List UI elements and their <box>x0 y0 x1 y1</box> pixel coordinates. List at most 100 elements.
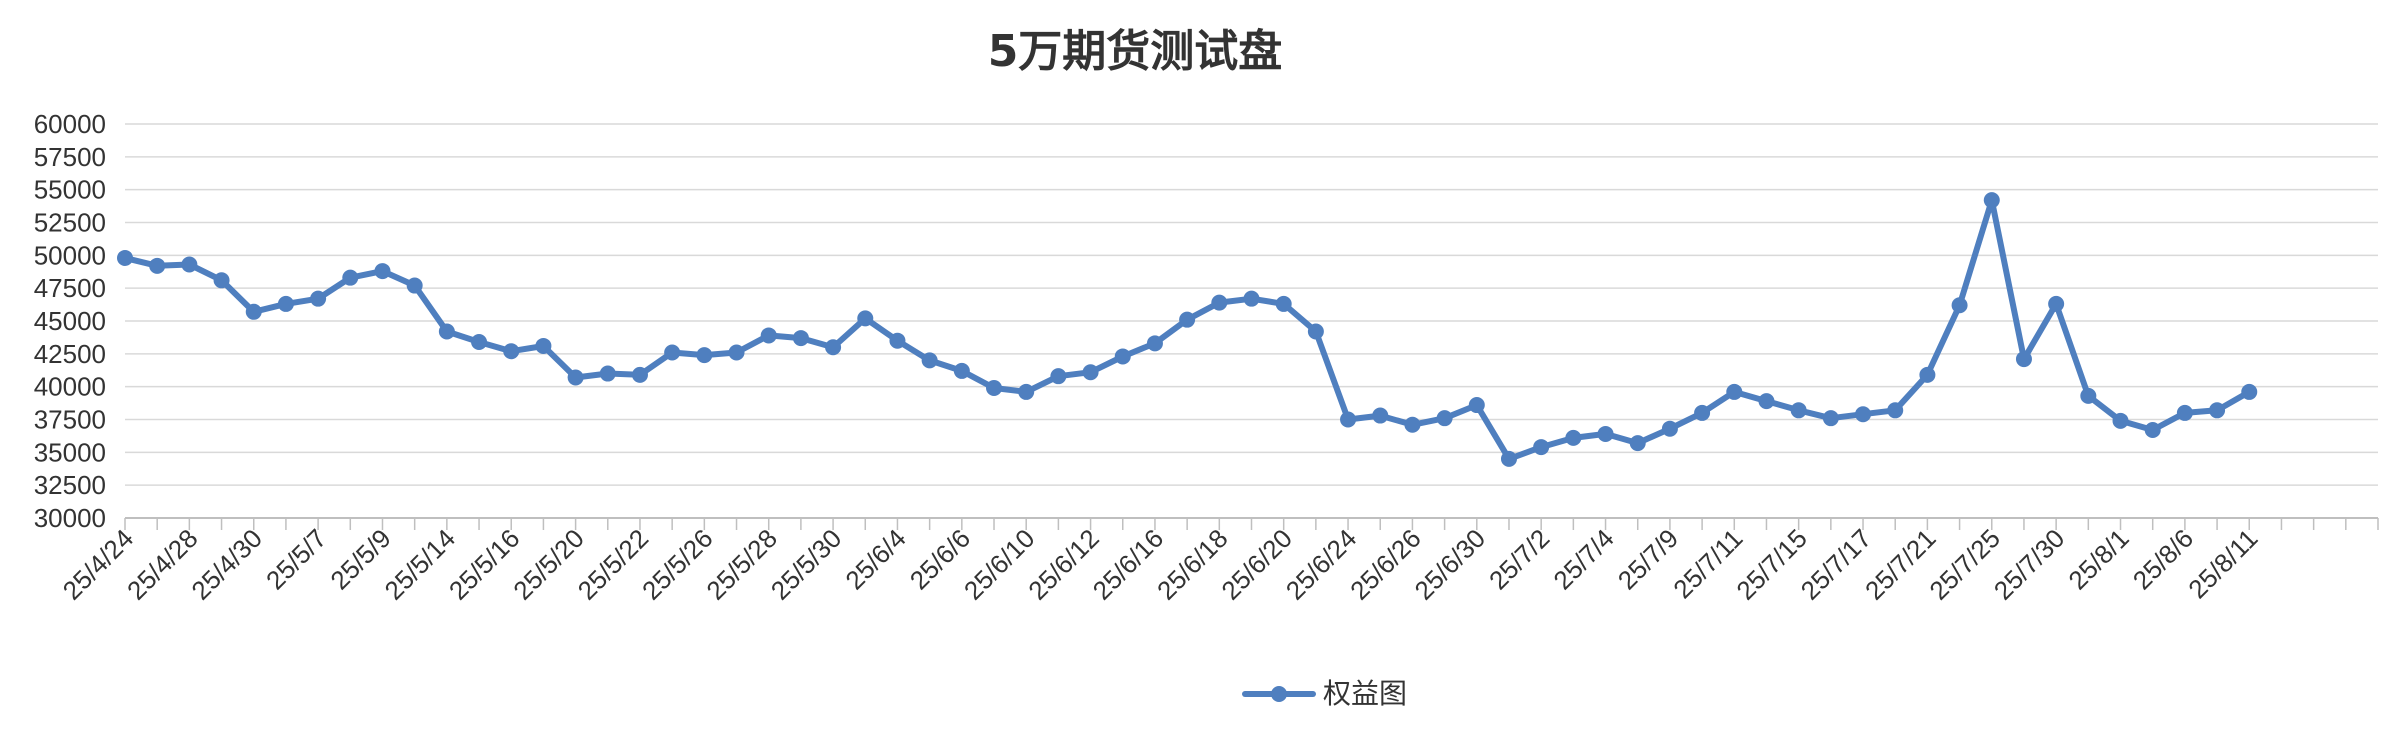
data-point <box>471 334 488 351</box>
x-tick-label: 25/4/30 <box>185 523 268 606</box>
data-point <box>631 366 648 383</box>
data-point <box>1404 416 1421 433</box>
data-point <box>245 303 262 320</box>
data-point <box>310 290 327 307</box>
data-point <box>277 295 294 312</box>
data-point <box>1307 323 1324 340</box>
data-point <box>1211 294 1228 311</box>
data-point <box>1500 450 1517 467</box>
y-tick-label: 45000 <box>34 306 106 336</box>
data-point <box>664 344 681 361</box>
data-point <box>1951 297 1968 314</box>
x-tick-label: 25/5/20 <box>507 523 590 606</box>
x-tick-label: 25/8/1 <box>2062 523 2134 595</box>
legend: 权益图 <box>1242 677 1407 710</box>
data-point <box>1082 364 1099 381</box>
legend-label: 权益图 <box>1323 677 1407 710</box>
data-point <box>2015 351 2032 368</box>
data-point <box>503 343 520 360</box>
data-point <box>599 365 616 382</box>
x-tick-label: 25/5/28 <box>700 523 783 606</box>
data-point <box>438 323 455 340</box>
x-tick-label: 25/4/24 <box>57 523 140 606</box>
data-point <box>1275 295 1292 312</box>
data-point <box>2112 412 2129 429</box>
data-point <box>1597 425 1614 442</box>
data-point <box>535 337 552 354</box>
data-point <box>149 257 166 274</box>
data-point <box>857 310 874 327</box>
data-point <box>760 327 777 344</box>
grid-lines <box>125 123 2378 519</box>
x-tick-label: 25/7/11 <box>1667 523 1748 604</box>
x-tick-label: 25/6/26 <box>1344 523 1427 606</box>
data-point <box>1114 348 1131 365</box>
x-tick-label: 25/4/28 <box>121 523 204 606</box>
data-point <box>342 269 359 286</box>
y-tick-label: 40000 <box>34 372 106 402</box>
data-point <box>181 256 198 273</box>
data-point <box>1790 402 1807 419</box>
data-point <box>986 379 1003 396</box>
x-tick-label: 25/6/4 <box>839 523 911 595</box>
data-point <box>406 277 423 294</box>
data-point <box>1919 366 1936 383</box>
data-point <box>2080 387 2097 404</box>
x-tick-label: 25/6/24 <box>1280 523 1363 606</box>
x-tick-label: 25/6/20 <box>1215 523 1298 606</box>
data-point <box>921 352 938 369</box>
chart-title: 5万期货测试盘 <box>988 26 1283 77</box>
data-point <box>1726 383 1743 400</box>
data-point <box>1533 439 1550 456</box>
x-tick-label: 25/6/30 <box>1408 523 1491 606</box>
data-point <box>1372 407 1389 424</box>
data-point <box>2144 422 2161 439</box>
y-tick-label: 32500 <box>34 470 106 500</box>
data-point <box>1436 410 1453 427</box>
x-tick-label: 25/6/18 <box>1151 523 1234 606</box>
data-point <box>567 369 584 386</box>
x-tick-label: 25/5/26 <box>636 523 719 606</box>
data-point <box>1340 411 1357 428</box>
data-point <box>889 332 906 349</box>
data-point <box>1050 368 1067 385</box>
data-point <box>2241 383 2258 400</box>
data-point <box>1887 402 1904 419</box>
x-tick-label: 25/7/25 <box>1923 523 2006 606</box>
x-tick-label: 25/5/14 <box>379 523 462 606</box>
data-point <box>1822 410 1839 427</box>
x-tick-label: 25/7/4 <box>1547 523 1619 595</box>
data-point <box>1694 404 1711 421</box>
x-tick-label: 25/5/30 <box>765 523 848 606</box>
y-tick-label: 35000 <box>34 437 106 467</box>
data-point <box>696 347 713 364</box>
data-point <box>2176 404 2193 421</box>
y-tick-label: 57500 <box>34 142 106 172</box>
data-point <box>728 344 745 361</box>
data-point <box>953 362 970 379</box>
data-point <box>1758 393 1775 410</box>
x-tick-label: 25/7/30 <box>1988 523 2071 606</box>
x-tick-label: 25/5/16 <box>443 523 526 606</box>
data-point <box>1983 192 2000 209</box>
data-point <box>1146 335 1163 352</box>
series-equity <box>117 192 2258 467</box>
data-point <box>792 330 809 347</box>
data-point <box>1855 406 1872 423</box>
y-tick-label: 30000 <box>34 503 106 533</box>
data-point <box>1468 397 1485 414</box>
y-tick-label: 50000 <box>34 240 106 270</box>
y-tick-label: 52500 <box>34 208 106 238</box>
data-point <box>1243 290 1260 307</box>
y-tick-label: 42500 <box>34 339 106 369</box>
y-tick-label: 47500 <box>34 273 106 303</box>
legend-dot-marker <box>1271 686 1287 702</box>
x-tick-label: 25/7/2 <box>1483 523 1555 595</box>
data-point <box>1018 383 1035 400</box>
data-point <box>1179 311 1196 328</box>
y-tick-label: 55000 <box>34 175 106 205</box>
x-tick-label: 25/8/11 <box>2182 523 2263 604</box>
data-point <box>117 249 133 266</box>
